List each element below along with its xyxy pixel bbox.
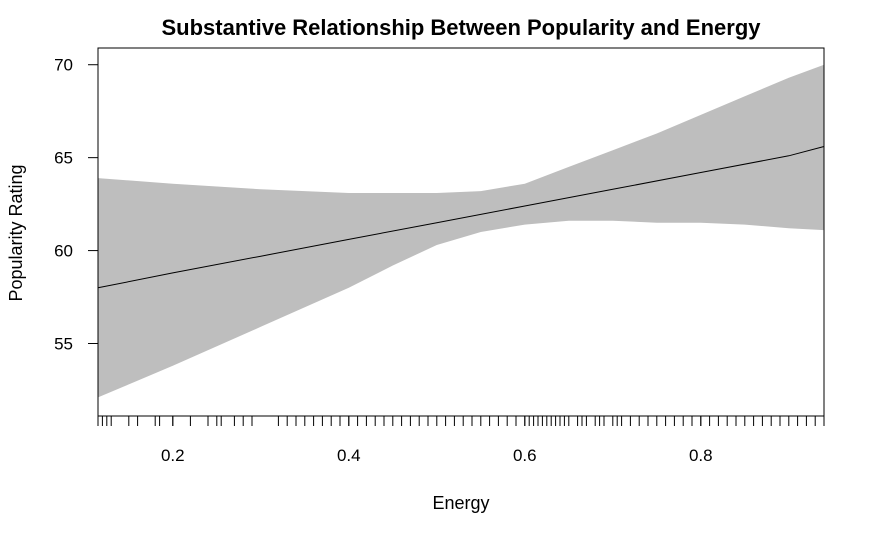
x-axis: 0.2 0.4 0.6 0.8 [161,416,713,465]
confidence-band [98,64,824,398]
line-layer [97,146,825,289]
x-tick-label: 0.4 [337,446,361,465]
x-tick-label: 0.2 [161,446,185,465]
y-axis-title: Popularity Rating [6,164,26,301]
band-layer [98,64,824,398]
y-tick-label: 70 [54,56,73,75]
chart-title: Substantive Relationship Between Popular… [161,15,761,40]
plot-frame [97,47,825,417]
y-tick-label: 65 [54,149,73,168]
x-tick-label: 0.6 [513,446,537,465]
x-tick-label: 0.8 [689,446,713,465]
y-axis: 55 60 65 70 [54,56,98,354]
y-tick-label: 60 [54,242,73,261]
y-tick-label: 55 [54,335,73,354]
fitted-line [97,146,825,289]
rug-layer [97,416,825,426]
x-axis-title: Energy [432,493,489,513]
